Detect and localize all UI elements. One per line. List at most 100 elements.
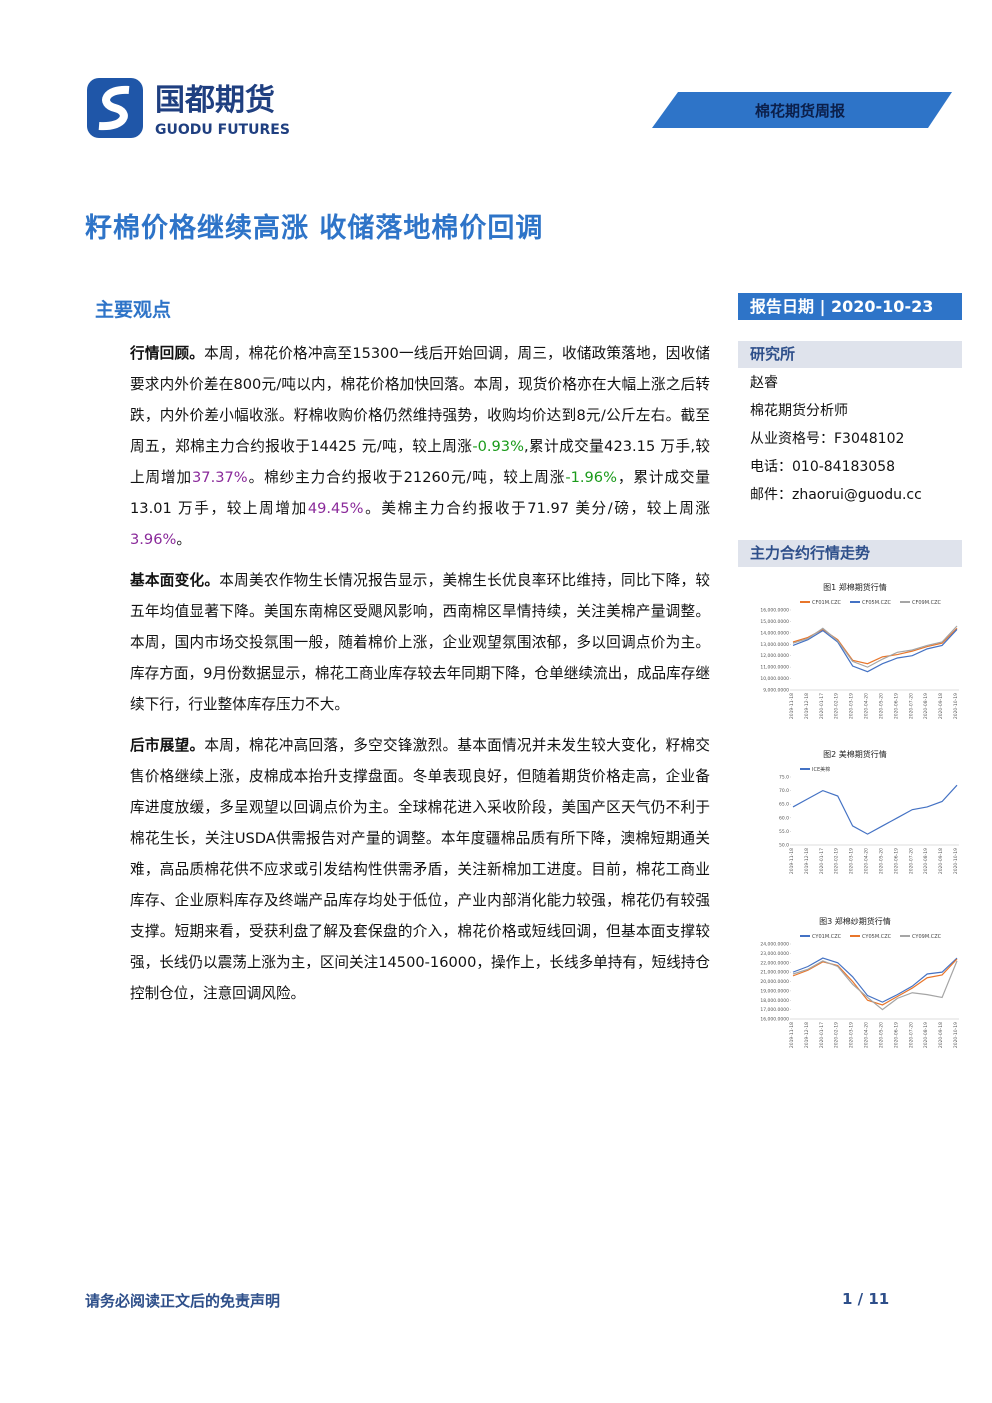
lead: 基本面变化。 (130, 572, 220, 589)
info-line: 棉花期货分析师 (750, 403, 848, 419)
logo-en: GUODU FUTURES (155, 122, 290, 138)
y-tick-label: 10,000.0000 (760, 676, 789, 682)
paragraph: 后市展望。本周，棉花冲高回落，多空交锋激烈。基本面情况并未发生较大变化，籽棉交售… (130, 730, 710, 1009)
chart-title: 图2 美棉期货行情 (823, 749, 887, 759)
x-tick-label: 2020-03-19 (849, 693, 855, 719)
y-tick-label: 20,000.0000 (760, 979, 789, 985)
series-line (792, 627, 958, 665)
charts-heading: 主力合约行情走势 (738, 540, 962, 567)
y-tick-label: 17,000.0000 (760, 1007, 789, 1013)
x-tick-label: 2020-07-20 (908, 693, 914, 719)
x-tick-label: 2020-08-19 (923, 693, 929, 719)
y-tick-label: 75.0 (779, 775, 789, 781)
x-tick-label: 2019-11-18 (789, 693, 795, 719)
y-tick-label: 65.0 (779, 802, 789, 808)
x-tick-label: 2020-06-19 (893, 848, 899, 874)
x-tick-label: 2020-03-19 (849, 848, 855, 874)
text: 37.37% (192, 469, 248, 486)
logo-cn: 国都期货 (155, 83, 275, 118)
paragraph: 基本面变化。本周美农作物生长情况报告显示，美棉生长优良率环比维持，同比下降，较五… (130, 565, 710, 720)
legend-label: CF05M.CZC (862, 600, 892, 606)
text: -1.96% (565, 469, 617, 486)
info-line: 赵睿 (750, 375, 778, 391)
x-tick-label: 2020-02-19 (834, 693, 840, 719)
y-tick-label: 23,000.0000 (760, 951, 789, 957)
x-tick-label: 2020-09-18 (938, 848, 944, 874)
x-tick-label: 2019-12-18 (804, 1022, 810, 1048)
section-title: 主要观点 (95, 299, 172, 321)
y-tick-label: 70.0 (779, 788, 789, 794)
y-tick-label: 16,000.0000 (760, 1017, 789, 1023)
y-tick-label: 18,000.0000 (760, 998, 789, 1004)
x-tick-label: 2019-12-18 (804, 848, 810, 874)
x-tick-label: 2020-09-18 (938, 1022, 944, 1048)
lead: 后市展望。 (130, 737, 205, 754)
x-tick-label: 2020-06-19 (893, 693, 899, 719)
series-line (792, 784, 958, 835)
x-tick-label: 2019-12-18 (804, 693, 810, 719)
x-tick-label: 2020-04-20 (864, 693, 870, 719)
text: 。美棉主力合约报收于71.97 美分/磅，较上周涨 (363, 500, 711, 517)
x-tick-label: 2020-01-17 (819, 1022, 825, 1048)
x-tick-label: 2020-08-19 (923, 848, 929, 874)
x-tick-label: 2020-05-20 (878, 848, 884, 874)
y-tick-label: 60.0 (779, 815, 789, 821)
x-tick-label: 2020-02-19 (834, 1022, 840, 1048)
x-tick-label: 2020-01-17 (819, 693, 825, 719)
series-line (792, 960, 958, 1011)
disclaimer: 请务必阅读正文后的免责声明 (85, 1292, 281, 1310)
x-tick-label: 2020-10-19 (953, 1022, 959, 1048)
x-tick-label: 2020-08-19 (923, 1022, 929, 1048)
chart: 图2 美棉期货行情 ICE美棉 50.0 55.0 60.0 65.0 70.0 75.0 20… (779, 749, 959, 874)
x-tick-label: 2020-10-19 (953, 693, 959, 719)
date-bar: 报告日期 | 2020-10-23 (738, 293, 962, 320)
y-tick-label: 14,000.0000 (760, 630, 789, 636)
y-tick-label: 15,000.0000 (760, 619, 789, 625)
text: ,累计成交量423.15 万手,较上周增加 (130, 438, 711, 486)
series-line (792, 625, 958, 668)
chart-title: 图3 郑棉纱期货行情 (819, 916, 891, 926)
analyst-info: 赵睿 棉花期货分析师 从业资格号：F3048102 电话：010-84183058 邮件… (750, 369, 922, 509)
info-line: 电话：010-84183058 (750, 459, 896, 475)
x-tick-label: 2020-05-20 (878, 1022, 884, 1048)
text: 3.96% (130, 531, 177, 548)
paragraph: 行情回顾。本周，棉花价格冲高至15300一线后开始回调，周三，收储政策落地，因收… (130, 338, 710, 555)
x-tick-label: 2020-05-20 (878, 693, 884, 719)
title: 籽棉价格继续高涨 收储落地棉价回调 (85, 213, 544, 244)
y-tick-label: 12,000.0000 (760, 653, 789, 659)
text: -0.93% (472, 438, 524, 455)
y-tick-label: 13,000.0000 (760, 642, 789, 648)
date: 2020-10-23 (831, 297, 934, 316)
chart-title: 图1 郑棉期货行情 (823, 582, 887, 592)
x-tick-label: 2019-11-18 (789, 1022, 795, 1048)
y-tick-label: 22,000.0000 (760, 960, 789, 966)
body: 行情回顾。本周，棉花价格冲高至15300一线后开始回调，周三，收储政策落地，因收… (130, 338, 710, 1019)
text: 。 (176, 531, 191, 548)
legend-label: CY09M.CZC (912, 934, 942, 940)
x-tick-label: 2019-11-18 (789, 848, 795, 874)
series-line (792, 958, 958, 1006)
x-tick-label: 2020-03-19 (849, 1022, 855, 1048)
x-tick-label: 2020-04-20 (864, 848, 870, 874)
y-tick-label: 9,000.0000 (763, 688, 789, 694)
legend-label: ICE美棉 (812, 766, 830, 773)
date-label: 报告日期 (750, 297, 815, 316)
series-line (792, 629, 958, 673)
dept: 研究所 (738, 341, 962, 368)
x-tick-label: 2020-09-18 (938, 693, 944, 719)
x-tick-label: 2020-07-20 (908, 1022, 914, 1048)
y-tick-label: 11,000.0000 (760, 665, 789, 671)
tag-text: 棉花期货周报 (755, 102, 845, 120)
legend-label: CY05M.CZC (862, 934, 892, 940)
info-line: 邮件：zhaorui@guodu.cc (750, 487, 922, 503)
text: 本周美农作物生长情况报告显示，美棉生长优良率环比维持，同比下降，较五年均值显著下… (130, 572, 710, 713)
x-tick-label: 2020-04-20 (864, 1022, 870, 1048)
x-tick-label: 2020-10-19 (953, 848, 959, 874)
x-tick-label: 2020-01-17 (819, 848, 825, 874)
lead: 行情回顾。 (130, 345, 205, 362)
text: 本周，棉花价格冲高至15300一线后开始回调，周三，收储政策落地，因收储要求内外… (130, 345, 710, 455)
text: ，累计成交量13.01 万手，较上周增加 (130, 469, 710, 517)
text: 49.45% (307, 500, 364, 517)
tag: 棉花期货周报 (652, 92, 952, 128)
